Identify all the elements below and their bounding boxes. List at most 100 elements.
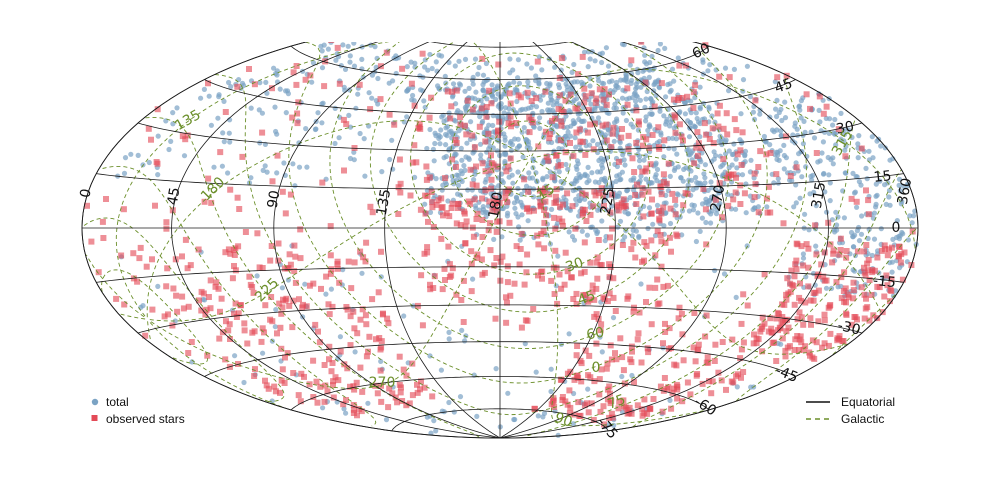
total-point <box>517 237 523 243</box>
observed-star-point <box>302 76 309 83</box>
total-point <box>793 160 799 166</box>
observed-star-point <box>610 124 617 131</box>
observed-star-point <box>603 121 610 128</box>
observed-star-point <box>609 225 616 232</box>
total-point <box>882 145 888 151</box>
ra-tick-label: 270 <box>708 184 728 213</box>
observed-star-point <box>765 183 772 190</box>
observed-star-point <box>874 254 881 261</box>
galactic-parallel <box>410 52 651 275</box>
observed-star-point <box>737 147 744 154</box>
total-point <box>474 413 480 419</box>
observed-star-point <box>348 31 354 37</box>
total-point <box>513 211 519 217</box>
observed-star-point <box>552 193 559 200</box>
observed-star-point <box>327 223 334 230</box>
observed-star-point <box>609 130 616 137</box>
observed-star-point <box>174 308 181 315</box>
observed-star-point <box>797 333 804 340</box>
observed-star-point <box>607 342 614 349</box>
observed-star-point <box>242 229 249 235</box>
observed-star-point <box>473 182 480 189</box>
observed-star-point <box>639 191 646 198</box>
observed-star-point <box>633 201 640 207</box>
observed-star-point <box>530 306 537 312</box>
observed-star-point <box>865 256 872 263</box>
observed-star-point <box>350 383 357 390</box>
observed-star-point <box>244 340 251 347</box>
observed-star-point <box>223 318 229 325</box>
observed-star-point <box>597 261 604 268</box>
total-point <box>866 157 873 163</box>
total-point <box>646 181 652 187</box>
total-point <box>617 218 624 224</box>
observed-star-point <box>376 335 383 341</box>
total-point <box>771 180 777 186</box>
total-point <box>524 61 530 67</box>
observed-star-point <box>619 242 626 248</box>
total-point <box>858 182 864 188</box>
observed-star-point <box>241 327 248 334</box>
total-point <box>827 198 833 204</box>
observed-star-point <box>485 227 492 234</box>
observed-star-point <box>351 259 358 266</box>
observed-star-point <box>566 410 573 417</box>
total-point <box>873 181 879 187</box>
observed-star-point <box>658 263 665 270</box>
total-point <box>729 151 736 158</box>
total-point <box>694 179 700 186</box>
observed-star-point <box>479 160 486 167</box>
equatorial-parallel <box>430 42 570 48</box>
observed-star-point <box>427 281 433 288</box>
total-point <box>491 190 497 196</box>
total-point <box>873 204 879 210</box>
ra-tick-label: 360 <box>895 177 915 206</box>
total-point <box>528 65 535 71</box>
observed-star-point <box>297 226 304 233</box>
total-point <box>446 110 452 116</box>
observed-star-point <box>606 91 612 98</box>
total-point <box>155 283 161 289</box>
observed-star-point <box>505 163 512 170</box>
total-point <box>455 182 462 188</box>
observed-star-point <box>738 346 745 353</box>
total-point <box>511 416 517 423</box>
observed-star-point <box>394 399 401 406</box>
galactic-parallel <box>329 42 729 350</box>
observed-star-point <box>573 290 580 297</box>
observed-star-point <box>607 264 614 270</box>
observed-star-point <box>815 287 822 294</box>
observed-star-point <box>703 241 710 248</box>
observed-star-point <box>463 131 470 138</box>
total-point <box>296 164 303 170</box>
total-point <box>638 173 644 179</box>
observed-star-point <box>836 251 843 258</box>
observed-star-point <box>662 239 669 246</box>
observed-star-point <box>806 349 813 356</box>
total-point <box>582 196 588 202</box>
observed-star-point <box>462 223 469 230</box>
total-point <box>254 273 260 279</box>
total-point <box>909 220 915 226</box>
observed-star-point <box>357 248 364 255</box>
observed-star-point <box>734 151 741 158</box>
observed-star-point <box>445 243 452 250</box>
observed-star-point <box>901 249 908 256</box>
observed-star-point <box>488 160 495 167</box>
observed-star-point <box>470 233 477 240</box>
observed-star-point <box>888 276 895 283</box>
observed-star-point <box>655 124 662 131</box>
total-point <box>533 73 539 79</box>
total-point <box>601 198 608 204</box>
total-point <box>516 80 523 86</box>
total-point <box>155 133 161 139</box>
observed-star-point <box>415 125 422 132</box>
total-point <box>273 307 279 313</box>
observed-star-point <box>625 293 632 300</box>
observed-star-point <box>558 55 565 62</box>
observed-star-point <box>674 395 681 402</box>
observed-star-point <box>821 311 828 318</box>
total-point <box>422 64 428 70</box>
observed-star-point <box>188 339 195 345</box>
observed-star-point <box>347 313 354 320</box>
